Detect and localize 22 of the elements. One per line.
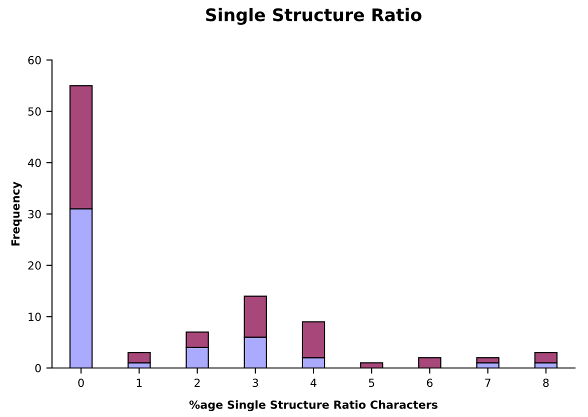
bar: [128, 352, 151, 364]
x-tick-label: 4: [310, 378, 316, 387]
y-tick-label: 10: [28, 312, 41, 322]
x-tick-label: 6: [426, 378, 433, 388]
y-tick-label: 0: [35, 364, 41, 372]
y-axis-title: Frequency: [11, 182, 22, 246]
y-tick-label: 40: [28, 158, 41, 168]
bar: [476, 357, 500, 364]
x-tick-label: 2: [194, 378, 200, 387]
x-tick-label: 7: [485, 378, 490, 387]
y-tick-label: 30: [28, 210, 41, 218]
x-tick-label: 0: [78, 378, 84, 388]
y-tick-label: 60: [28, 56, 41, 64]
x-tick-label: 3: [252, 378, 258, 388]
chart-title: Single Structure Ratio: [206, 8, 422, 25]
x-tick-label: 8: [543, 378, 549, 388]
y-tick-label: 20: [28, 261, 41, 270]
y-tick-label: 50: [28, 107, 41, 116]
x-tick-label: 1: [136, 378, 142, 387]
bar: [534, 352, 558, 364]
x-axis-title: %age Single Structure Ratio Characters: [189, 400, 438, 412]
x-tick-label: 5: [368, 378, 374, 388]
